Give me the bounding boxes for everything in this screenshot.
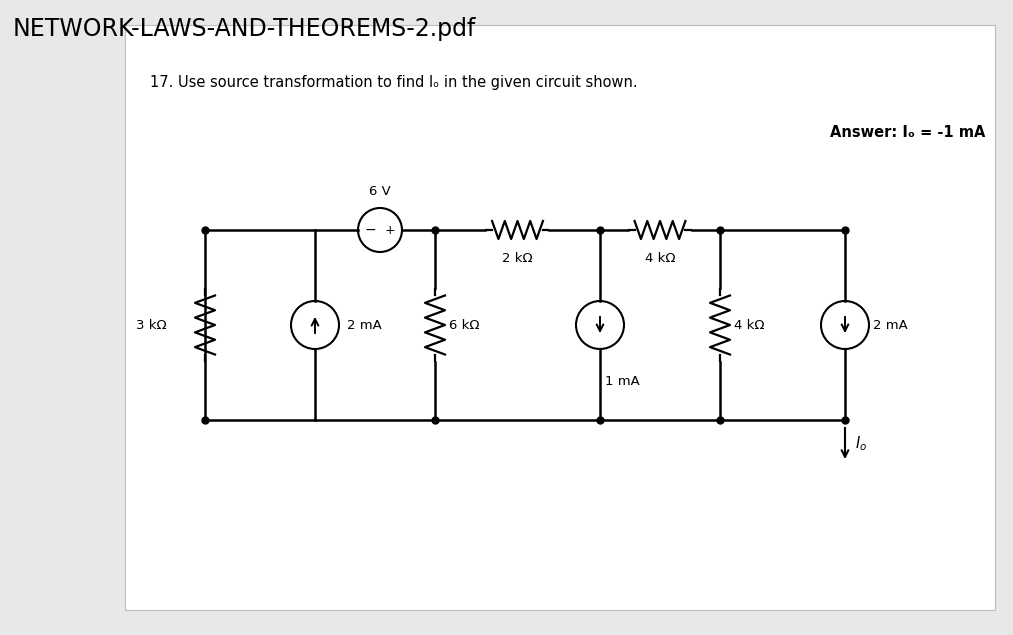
Text: 4 kΩ: 4 kΩ bbox=[734, 319, 765, 331]
Text: 3 kΩ: 3 kΩ bbox=[137, 319, 167, 331]
Text: 6 kΩ: 6 kΩ bbox=[449, 319, 479, 331]
Text: 2 mA: 2 mA bbox=[873, 319, 908, 331]
Text: Answer: Iₒ = -1 mA: Answer: Iₒ = -1 mA bbox=[830, 125, 985, 140]
Text: $I_o$: $I_o$ bbox=[855, 434, 867, 453]
Text: NETWORK-LAWS-AND-THEOREMS-2.pdf: NETWORK-LAWS-AND-THEOREMS-2.pdf bbox=[13, 17, 476, 41]
Text: 6 V: 6 V bbox=[369, 185, 391, 198]
Text: −: − bbox=[365, 223, 376, 237]
FancyBboxPatch shape bbox=[125, 25, 995, 610]
Text: 17. Use source transformation to find Iₒ in the given circuit shown.: 17. Use source transformation to find Iₒ… bbox=[150, 75, 637, 90]
Text: 1 mA: 1 mA bbox=[605, 375, 640, 388]
Text: +: + bbox=[385, 224, 395, 236]
Text: 2 mA: 2 mA bbox=[347, 319, 382, 331]
Text: 2 kΩ: 2 kΩ bbox=[502, 252, 533, 265]
Text: 4 kΩ: 4 kΩ bbox=[644, 252, 676, 265]
